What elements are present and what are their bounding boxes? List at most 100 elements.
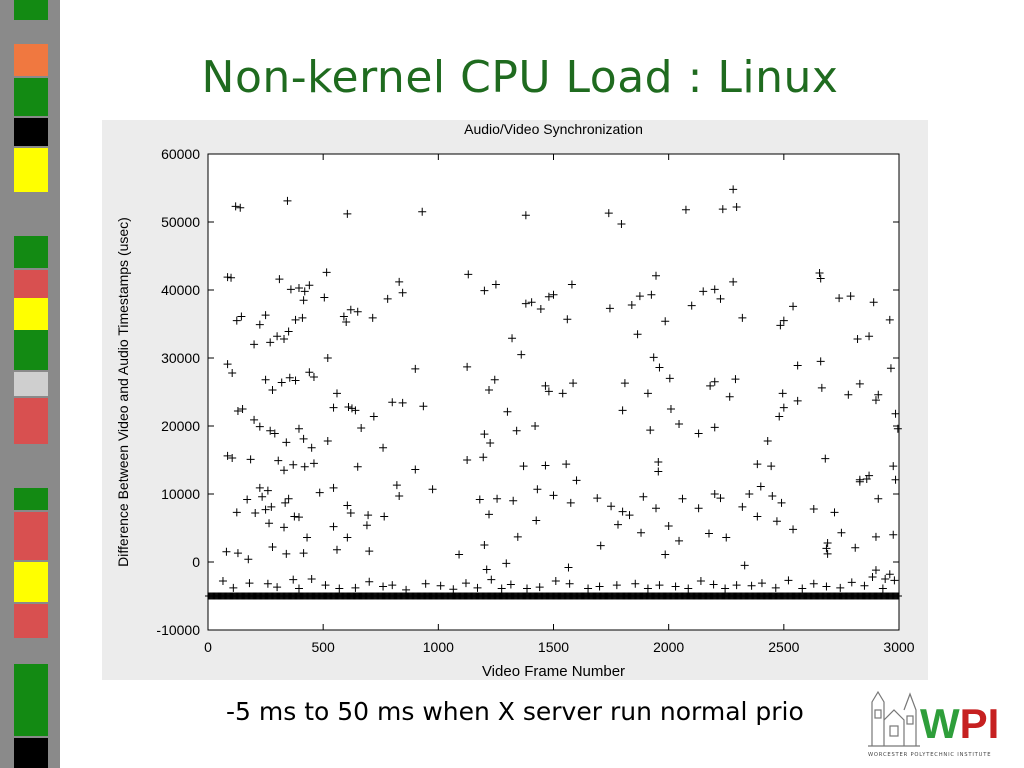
- data-point: [280, 466, 289, 475]
- data-point: [232, 316, 241, 325]
- data-point: [517, 350, 526, 359]
- data-point: [881, 575, 890, 583]
- data-point: [368, 313, 377, 322]
- data-point: [463, 362, 472, 371]
- data-point: [485, 385, 494, 394]
- data-point: [595, 582, 604, 591]
- data-point: [273, 583, 282, 592]
- data-point: [309, 373, 318, 382]
- data-point: [418, 207, 427, 216]
- data-point: [329, 483, 338, 492]
- data-point: [625, 511, 634, 520]
- data-point: [261, 375, 270, 384]
- data-point: [569, 379, 578, 388]
- data-point: [681, 205, 690, 214]
- strip-block: [14, 148, 48, 192]
- data-point: [631, 579, 640, 588]
- data-point: [694, 429, 703, 438]
- data-point: [721, 584, 730, 593]
- data-point: [544, 387, 553, 396]
- x-tick-label: 2500: [768, 639, 799, 655]
- data-point: [237, 312, 246, 321]
- data-point: [889, 530, 898, 539]
- data-point: [853, 334, 862, 343]
- data-point: [704, 529, 713, 538]
- data-point: [763, 436, 772, 445]
- data-point: [747, 581, 756, 590]
- data-point: [369, 412, 378, 421]
- data-point: [675, 419, 684, 428]
- data-point: [635, 292, 644, 301]
- data-point: [777, 498, 786, 507]
- data-point: [486, 439, 495, 447]
- data-point: [618, 406, 627, 415]
- data-point: [506, 580, 515, 589]
- data-point: [482, 565, 491, 574]
- data-point: [661, 317, 670, 326]
- data-point: [284, 327, 293, 336]
- data-point: [768, 492, 777, 501]
- data-point: [536, 305, 545, 314]
- data-point: [740, 561, 749, 570]
- strip-block: [14, 236, 48, 268]
- data-point: [479, 453, 488, 462]
- data-point: [627, 300, 636, 309]
- data-point: [885, 315, 894, 324]
- data-point: [286, 285, 295, 294]
- data-point: [503, 407, 512, 416]
- data-point: [380, 512, 389, 521]
- data-point: [227, 273, 236, 282]
- x-tick-label: 3000: [883, 639, 914, 655]
- data-point: [860, 581, 869, 590]
- data-point: [868, 572, 877, 581]
- data-point: [817, 383, 826, 392]
- data-point: [289, 460, 298, 469]
- data-point: [258, 492, 267, 501]
- data-point: [395, 277, 404, 286]
- data-point: [392, 481, 401, 490]
- slide-title: Non-kernel CPU Load : Linux: [201, 52, 839, 103]
- data-point: [890, 576, 899, 585]
- data-point: [436, 581, 445, 590]
- data-point: [778, 389, 787, 398]
- y-tick-label: 0: [192, 554, 200, 570]
- data-point: [639, 492, 648, 501]
- data-point: [784, 576, 793, 585]
- data-point: [665, 374, 674, 383]
- data-point: [732, 581, 741, 590]
- data-point: [572, 476, 581, 485]
- data-point: [651, 504, 660, 513]
- data-point: [323, 354, 332, 362]
- data-point: [322, 268, 331, 277]
- data-point: [544, 292, 553, 301]
- data-point: [675, 536, 684, 545]
- data-point: [275, 275, 284, 284]
- data-point: [290, 512, 299, 521]
- data-point: [551, 577, 560, 586]
- data-point: [836, 583, 845, 592]
- x-axis-label: Video Frame Number: [482, 663, 625, 680]
- data-point: [228, 453, 237, 462]
- data-point: [480, 541, 489, 549]
- y-tick-label: 60000: [161, 146, 200, 162]
- data-point: [329, 403, 338, 412]
- data-point: [646, 426, 655, 435]
- data-point: [716, 494, 725, 503]
- data-point: [255, 483, 264, 492]
- data-point: [493, 494, 502, 503]
- data-point: [871, 566, 880, 575]
- data-point: [564, 563, 573, 572]
- scatter-chart: 0 500 1000 1500 2000 2500 3000-100000100002000…: [115, 121, 915, 680]
- data-point: [666, 405, 675, 413]
- data-point: [521, 211, 530, 220]
- data-point: [335, 584, 344, 593]
- data-point: [411, 465, 420, 474]
- data-point: [223, 360, 232, 369]
- data-point: [725, 392, 734, 401]
- data-point: [710, 490, 719, 498]
- data-point: [280, 334, 289, 343]
- strip-block: [14, 512, 48, 560]
- x-tick-label: 500: [311, 639, 335, 655]
- data-point: [282, 549, 291, 558]
- data-point: [643, 584, 652, 593]
